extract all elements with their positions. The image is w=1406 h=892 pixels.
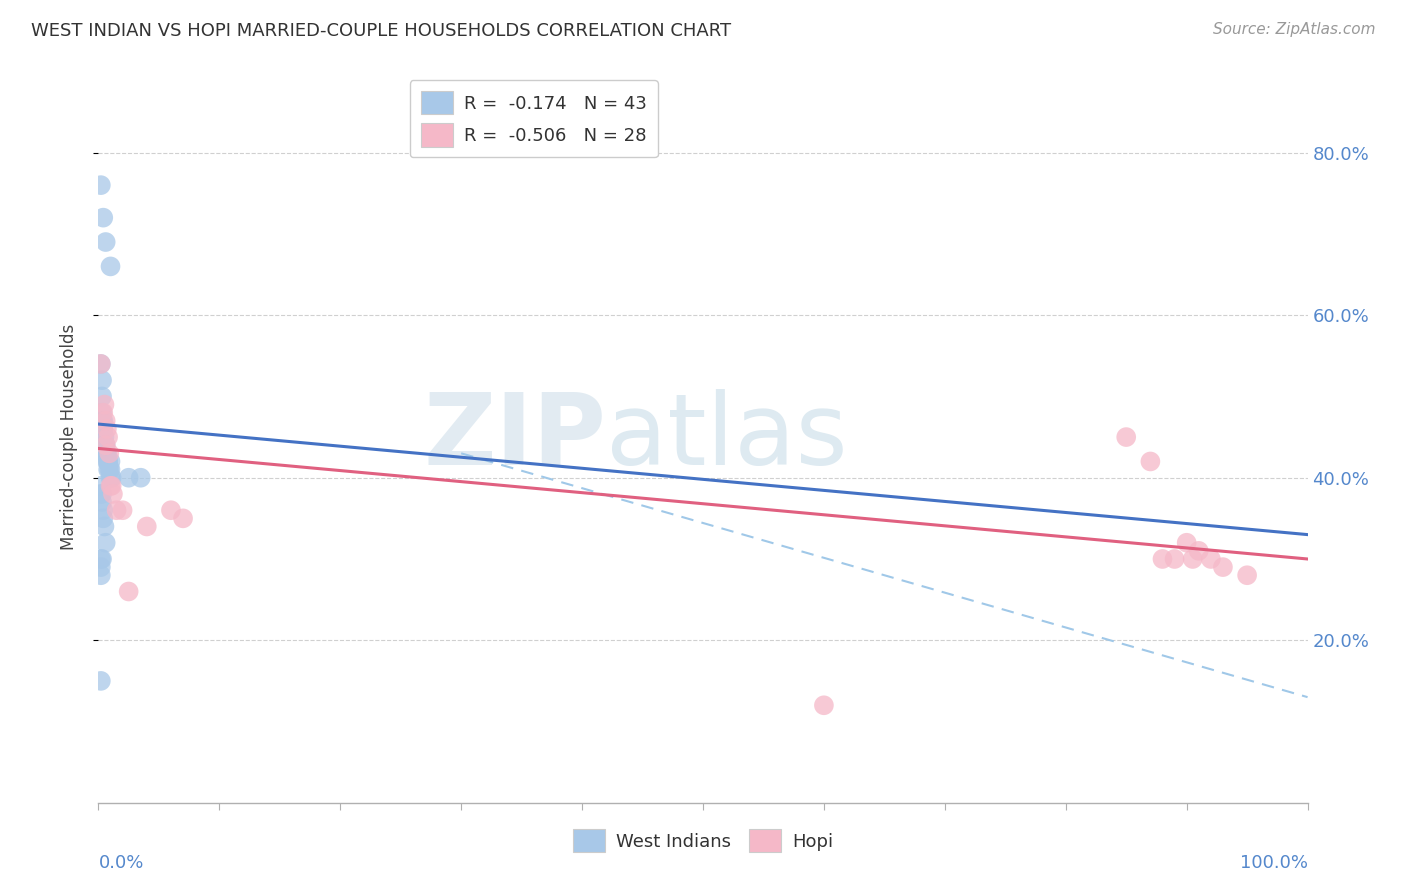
Point	[94, 235, 117, 249]
Point	[813, 698, 835, 713]
Point	[90, 552, 112, 566]
Point	[1212, 560, 1234, 574]
Point	[94, 446, 117, 460]
Point	[90, 487, 112, 501]
Point	[91, 414, 114, 428]
Legend: West Indians, Hopi: West Indians, Hopi	[565, 822, 841, 860]
Point	[105, 503, 128, 517]
Point	[98, 462, 121, 476]
Point	[1236, 568, 1258, 582]
Point	[90, 479, 112, 493]
Point	[160, 503, 183, 517]
Point	[94, 535, 117, 549]
Point	[100, 479, 122, 493]
Point	[93, 398, 115, 412]
Point	[91, 211, 114, 225]
Point	[90, 357, 112, 371]
Point	[91, 552, 114, 566]
Point	[93, 430, 115, 444]
Point	[90, 673, 112, 688]
Point	[90, 357, 112, 371]
Point	[94, 446, 117, 460]
Point	[91, 389, 114, 403]
Point	[97, 454, 120, 468]
Point	[91, 414, 114, 428]
Point	[111, 503, 134, 517]
Point	[90, 178, 112, 193]
Point	[96, 422, 118, 436]
Point	[91, 406, 114, 420]
Point	[101, 487, 124, 501]
Point	[100, 260, 122, 274]
Point	[91, 373, 114, 387]
Point	[91, 495, 114, 509]
Point	[91, 406, 114, 420]
Point	[94, 438, 117, 452]
Y-axis label: Married-couple Households: Married-couple Households	[59, 324, 77, 550]
Point	[96, 446, 118, 460]
Point	[118, 471, 141, 485]
Point	[100, 454, 122, 468]
Text: ZIP: ZIP	[423, 389, 606, 485]
Text: Source: ZipAtlas.com: Source: ZipAtlas.com	[1212, 22, 1375, 37]
Point	[94, 438, 117, 452]
Point	[100, 462, 122, 476]
Point	[96, 454, 118, 468]
Point	[1163, 552, 1185, 566]
Point	[100, 471, 122, 485]
Point	[1175, 535, 1198, 549]
Point	[98, 446, 121, 460]
Point	[91, 422, 114, 436]
Point	[172, 511, 194, 525]
Text: 100.0%: 100.0%	[1240, 854, 1308, 872]
Text: 0.0%: 0.0%	[98, 854, 143, 872]
Point	[97, 454, 120, 468]
Point	[100, 471, 122, 485]
Point	[90, 560, 112, 574]
Point	[94, 414, 117, 428]
Point	[129, 471, 152, 485]
Point	[1152, 552, 1174, 566]
Point	[1199, 552, 1222, 566]
Point	[100, 479, 122, 493]
Point	[90, 568, 112, 582]
Point	[97, 462, 120, 476]
Point	[93, 438, 115, 452]
Point	[1188, 544, 1211, 558]
Point	[1115, 430, 1137, 444]
Point	[118, 584, 141, 599]
Text: WEST INDIAN VS HOPI MARRIED-COUPLE HOUSEHOLDS CORRELATION CHART: WEST INDIAN VS HOPI MARRIED-COUPLE HOUSE…	[31, 22, 731, 40]
Text: atlas: atlas	[606, 389, 848, 485]
Point	[93, 519, 115, 533]
Point	[91, 511, 114, 525]
Point	[135, 519, 157, 533]
Point	[93, 438, 115, 452]
Point	[97, 430, 120, 444]
Point	[91, 487, 114, 501]
Point	[91, 503, 114, 517]
Point	[1181, 552, 1204, 566]
Point	[96, 446, 118, 460]
Point	[1139, 454, 1161, 468]
